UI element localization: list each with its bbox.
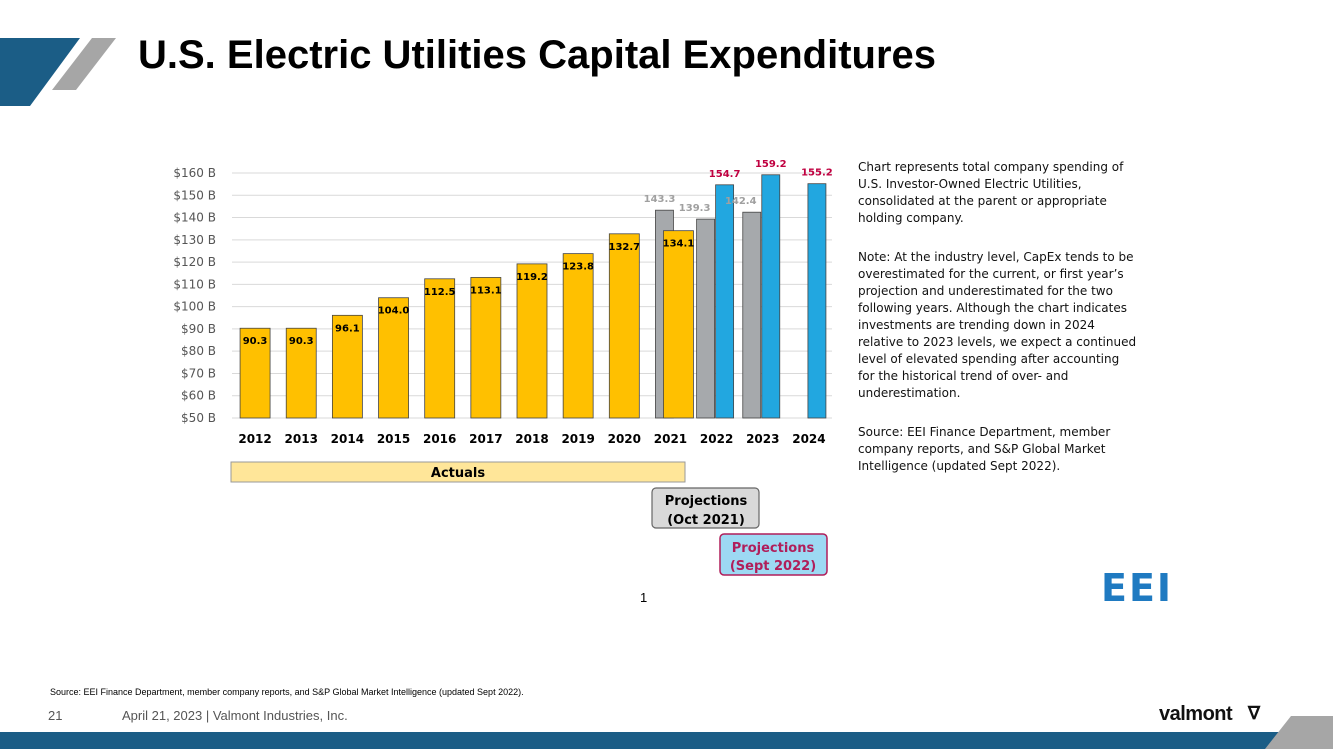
x-tick-label: 2017 [469,432,502,446]
data-label-2018: 119.2 [516,272,548,283]
y-tick-label: $70 B [181,366,216,380]
bar-2022-oct [696,218,716,419]
y-tick-label: $160 B [173,166,216,180]
data-label-2024-sep: 155.2 [801,168,833,179]
bar-2018-act [516,263,548,419]
valmont-logo: valmont [1159,703,1233,725]
y-tick-label: $90 B [181,322,216,336]
bar-2012-act [239,327,271,419]
bar-2017-act [470,277,502,419]
x-tick-label: 2015 [377,432,410,446]
y-tick-label: $110 B [173,277,216,291]
y-tick-label: $80 B [181,344,216,358]
projections-oct-2021-box [651,487,760,529]
data-label-2019: 123.8 [562,262,594,273]
data-label-2014: 96.1 [335,323,360,334]
chart-page-number: 1 [640,590,648,605]
x-tick-label: 2024 [792,432,825,446]
actuals-label: Actuals [431,466,485,481]
bar-2022-sep [715,184,735,419]
projections-sept-2022-box [719,533,828,576]
projections-sept-2022-date: (Sept 2022) [730,559,816,574]
chart-source-note: Source: EEI Finance Department, member c… [858,425,1111,473]
data-label-2023-oct: 142.4 [725,196,757,207]
bar-2023-oct [742,211,762,419]
data-label-2012: 90.3 [243,336,268,347]
bar-2023-sep [761,174,781,419]
y-tick-label: $60 B [181,389,216,403]
x-tick-label: 2016 [423,432,456,446]
bar-2020-act [608,233,640,419]
data-label-2022-sep: 154.7 [709,169,741,180]
x-tick-label: 2021 [654,432,687,446]
footer-accent-stripe [1265,716,1333,749]
x-tick-label: 2012 [238,432,271,446]
data-label-2021: 134.1 [663,239,695,250]
bar-2024-sep [807,183,827,419]
eei-logo: EEI [1101,566,1174,610]
actuals-box [230,461,686,483]
x-tick-label: 2020 [608,432,641,446]
y-tick-label: $100 B [173,300,216,314]
data-label-2022-oct: 139.3 [679,203,711,214]
title-accent-stripes [0,38,116,106]
x-tick-label: 2014 [331,432,364,446]
y-tick-label: $120 B [173,255,216,269]
y-tick-label: $140 B [173,211,216,225]
footer-bar [0,732,1333,749]
x-tick-label: 2013 [285,432,318,446]
x-tick-label: 2022 [700,432,733,446]
projections-oct-2021-date: (Oct 2021) [667,513,745,528]
bar-2019-act [562,253,594,419]
chart-description: Chart represents total company spending … [858,160,1124,225]
bar-2015-act [378,297,409,419]
data-label-2016: 112.5 [424,287,456,298]
data-label-2017: 113.1 [470,285,502,296]
bar-2016-act [424,278,456,419]
data-label-2020: 132.7 [608,242,640,253]
slide-number: 21 [48,708,63,723]
bar-2021-act [663,230,694,419]
footer-source: Source: EEI Finance Department, member c… [50,687,524,697]
x-tick-label: 2019 [561,432,594,446]
bar-2013-act [285,327,317,419]
x-tick-label: 2023 [746,432,779,446]
data-label-2023-sep: 159.2 [755,159,787,170]
projections-sept-2022-label: Projections [732,541,815,556]
projections-oct-2021-label: Projections [665,494,748,509]
y-tick-label: $130 B [173,233,216,247]
valmont-v-logo-icon: ∇ [1248,703,1261,723]
footer-date-company: April 21, 2023 | Valmont Industries, Inc… [122,708,348,723]
chart-note: Note: At the industry level, CapEx tends… [858,250,1137,400]
data-label-2013: 90.3 [289,336,314,347]
data-label-2021-oct: 143.3 [644,194,676,205]
page-title: U.S. Electric Utilities Capital Expendit… [138,33,937,77]
y-tick-label: $50 B [181,411,216,425]
x-tick-label: 2018 [515,432,548,446]
bar-2014-act [331,314,363,419]
y-tick-label: $150 B [173,188,216,202]
data-label-2015: 104.0 [378,306,410,317]
